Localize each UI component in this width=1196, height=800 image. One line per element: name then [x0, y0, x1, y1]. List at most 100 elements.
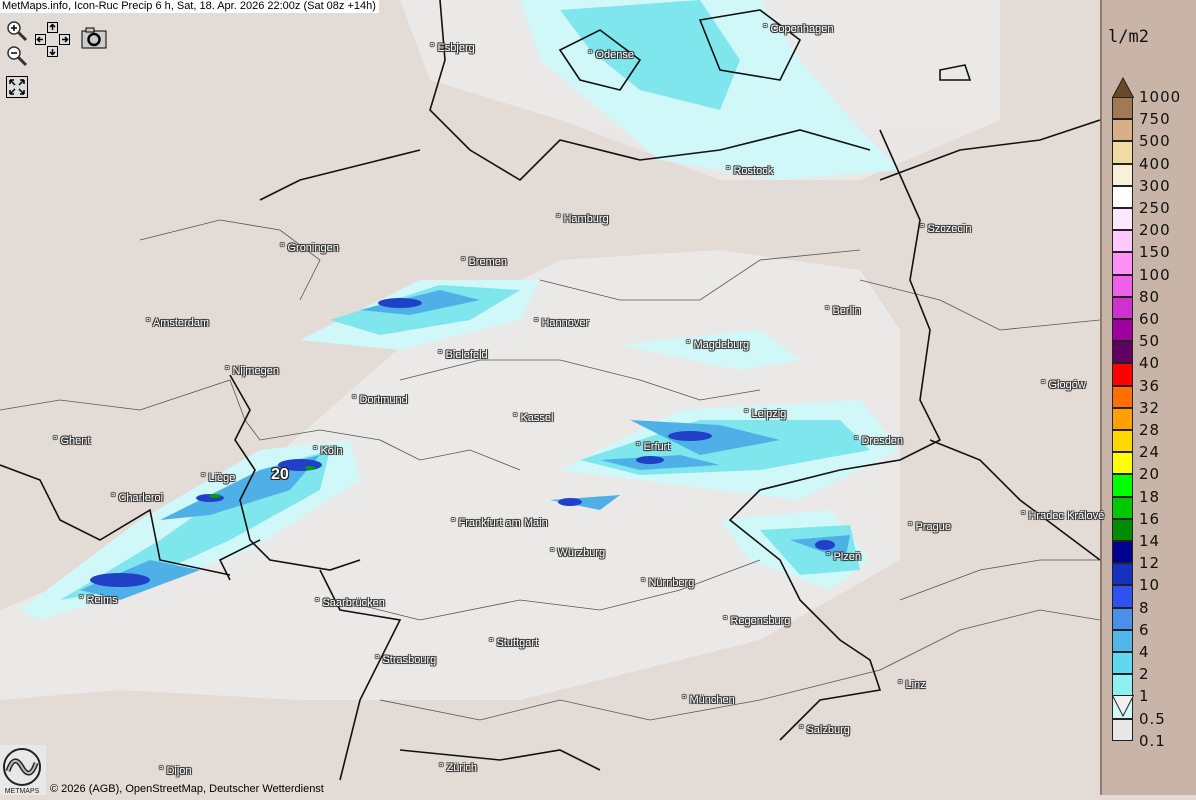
legend-color-box: [1112, 407, 1133, 430]
legend-color-box: [1112, 163, 1133, 186]
max-value-label: 20: [271, 466, 289, 483]
city-name: Linz: [905, 679, 926, 691]
zoom-in-icon: [7, 21, 28, 42]
city-label: ° Frankfurt am Main: [451, 517, 548, 529]
legend-color-box: [1112, 274, 1133, 297]
legend-label: 14: [1139, 532, 1161, 550]
city-name: Zürich: [446, 762, 478, 774]
city-label: ° Nürnberg: [641, 577, 695, 589]
city-label: ° Esbjerg: [430, 42, 475, 54]
legend-label: 500: [1139, 132, 1171, 151]
screenshot-button[interactable]: [81, 27, 107, 54]
city-name: Prague: [915, 521, 951, 533]
city-label: ° Leipzig: [744, 408, 787, 420]
metmaps-logo: METMAPS: [0, 745, 46, 795]
city-label: ° Amsterdam: [146, 317, 210, 329]
legend-label: 0.1: [1139, 731, 1166, 750]
city-name: Saarbrücken: [322, 597, 385, 609]
legend-label: 24: [1139, 443, 1161, 462]
legend-color-box: [1112, 319, 1133, 342]
legend-label: 100: [1139, 265, 1171, 284]
legend-color-box: [1112, 652, 1133, 675]
legend-unit: l/m2: [1108, 27, 1149, 47]
city-name: Berlin: [832, 305, 861, 317]
city-name: Dortmund: [359, 394, 408, 406]
legend-label: 8: [1139, 598, 1150, 617]
city-label: ° Strasbourg: [375, 654, 437, 666]
legend-color-box: [1112, 252, 1133, 275]
pan-arrows-icon: [35, 22, 70, 57]
legend-color-box: [1112, 718, 1133, 741]
legend-color-box: [1112, 185, 1133, 208]
city-name: Plzeň: [833, 551, 861, 563]
legend-color-box: [1112, 341, 1133, 364]
city-label: ° Reims: [79, 594, 118, 606]
legend-label: 1: [1139, 687, 1150, 706]
city-label: ° Plzeň: [826, 551, 861, 563]
city-name: Köln: [320, 445, 343, 457]
city-label: ° Dijon: [159, 765, 192, 777]
city-name: Copenhagen: [770, 23, 834, 35]
legend-color-box: [1112, 518, 1133, 541]
city-name: Głogów: [1048, 379, 1086, 391]
legend-label: 6: [1139, 620, 1150, 639]
city-name: Odense: [595, 49, 634, 61]
city-label: ° Charleroi: [111, 492, 164, 504]
legend-label: 150: [1139, 243, 1171, 262]
pan-control[interactable]: [34, 22, 72, 63]
legend-label: 300: [1139, 176, 1171, 195]
city-label: ° Köln: [313, 445, 343, 457]
city-name: Dijon: [166, 765, 192, 777]
legend-label: 50: [1139, 332, 1161, 351]
city-name: Charleroi: [118, 492, 164, 504]
zoom-in-button[interactable]: [6, 20, 28, 47]
city-label: ° Ghent: [53, 435, 91, 447]
city-name: Magdeburg: [693, 339, 750, 351]
city-name: Liège: [208, 472, 236, 484]
zoom-out-button[interactable]: [6, 45, 28, 72]
color-legend: l/m2 1000 750 500 400 300 250 200 150 100 80 60 50 4…: [1100, 0, 1196, 795]
city-label: ° Kassel: [513, 412, 554, 424]
city-name: Groningen: [287, 242, 339, 254]
legend-label: 750: [1139, 110, 1171, 129]
map-title: MetMaps.info, Icon-Ruc Precip 6 h, Sat, …: [0, 0, 379, 13]
legend-label: 60: [1139, 310, 1161, 328]
city-name: Bremen: [468, 256, 507, 268]
city-label: ° Berlin: [825, 305, 861, 317]
legend-label: 36: [1139, 376, 1161, 395]
legend-label: 1000: [1139, 88, 1182, 106]
legend-color-box: [1112, 363, 1133, 386]
city-label: ° Odense: [588, 49, 634, 61]
legend-color-box: [1112, 452, 1133, 475]
city-label: ° Hamburg: [556, 213, 609, 225]
map-canvas[interactable]: [0, 0, 1101, 795]
legend-label: 200: [1139, 221, 1171, 240]
legend-color-box: [1112, 541, 1133, 564]
city-label: ° München: [682, 694, 735, 706]
city-label: ° Zürich: [439, 762, 478, 774]
city-name: Salzburg: [806, 724, 850, 736]
city-label: ° Szczecin: [920, 223, 972, 235]
camera-icon: [81, 27, 107, 49]
legend-color-box: [1112, 141, 1133, 164]
legend-label: 16: [1139, 509, 1161, 528]
fullscreen-button[interactable]: [6, 76, 28, 103]
city-label: ° Bielefeld: [438, 349, 488, 361]
svg-text:METMAPS: METMAPS: [5, 788, 40, 795]
legend-color-box: [1112, 430, 1133, 453]
legend-color-box: [1112, 674, 1133, 697]
city-label: ° Hannover: [534, 317, 590, 329]
legend-label: 80: [1139, 287, 1161, 306]
legend-color-box: [1112, 296, 1133, 319]
city-name: Regensburg: [730, 615, 791, 627]
city-label: ° Głogów: [1041, 379, 1086, 391]
city-label: ° Dortmund: [352, 394, 408, 406]
city-name: Nürnberg: [648, 577, 695, 589]
city-label: ° Regensburg: [723, 615, 791, 627]
precip-8-12: [90, 298, 835, 587]
legend-color-box: [1112, 230, 1133, 253]
precipitation-layer: [0, 0, 1101, 781]
legend-label: 32: [1139, 398, 1161, 417]
legend-color-box: [1112, 563, 1133, 586]
legend-color-box: [1112, 496, 1133, 519]
